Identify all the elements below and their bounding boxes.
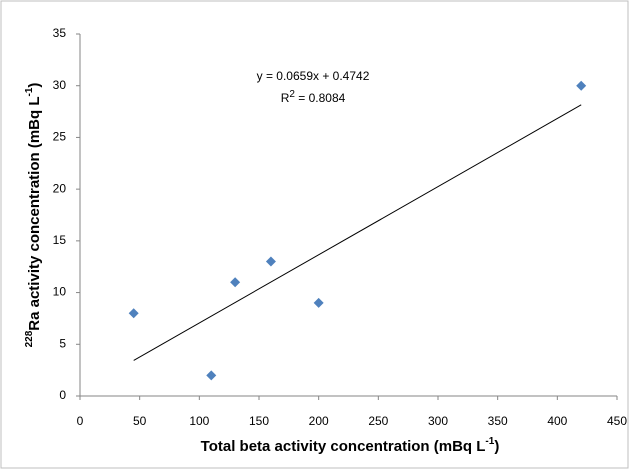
x-tick-label: 100 xyxy=(189,414,209,428)
x-tick-label: 150 xyxy=(249,414,269,428)
y-title-sup: -1 xyxy=(24,87,35,96)
x-tick-label: 350 xyxy=(488,414,508,428)
y-tick-label: 30 xyxy=(53,78,67,92)
x-tick-label: 50 xyxy=(133,414,147,428)
x-tick-label: 200 xyxy=(309,414,329,428)
y-title-end: ) xyxy=(26,83,43,88)
y-title-text: Ra activity concentration (mBq L xyxy=(26,97,43,331)
x-tick-label: 0 xyxy=(77,414,84,428)
x-tick-label: 300 xyxy=(428,414,448,428)
r-squared-end: = 0.8084 xyxy=(295,91,346,105)
point xyxy=(576,80,587,91)
y-tick-label: 0 xyxy=(59,388,66,402)
point xyxy=(230,277,241,288)
x-axis-title: Total beta activity concentration (mBq L… xyxy=(201,436,500,455)
y-tick-label: 20 xyxy=(53,181,67,195)
point xyxy=(313,297,324,308)
y-tick-label: 35 xyxy=(53,26,67,40)
r-squared: R2 = 0.8084 xyxy=(281,89,346,106)
x-tick-label: 250 xyxy=(368,414,388,428)
y-tick-label: 15 xyxy=(53,233,67,247)
r-squared-sup: 2 xyxy=(289,89,295,100)
y-title-pre: 228 xyxy=(24,330,35,347)
x-tick-label: 450 xyxy=(607,414,627,428)
x-tick-label: 400 xyxy=(547,414,567,428)
equation: y = 0.0659x + 0.4742 xyxy=(257,69,370,83)
r-squared-text: R xyxy=(281,91,290,105)
point xyxy=(265,256,276,267)
x-title-text: Total beta activity concentration (mBq L xyxy=(201,438,486,455)
y-tick-label: 10 xyxy=(53,285,67,299)
point xyxy=(206,370,217,381)
x-title-end: ) xyxy=(494,438,499,455)
x-title-sup: -1 xyxy=(485,436,494,447)
y-axis-title: 228Ra activity concentration (mBq L-1) xyxy=(24,83,43,348)
y-tick-label: 25 xyxy=(53,130,67,144)
y-tick-label: 5 xyxy=(59,336,66,350)
trendline xyxy=(133,104,582,361)
point xyxy=(128,308,139,319)
